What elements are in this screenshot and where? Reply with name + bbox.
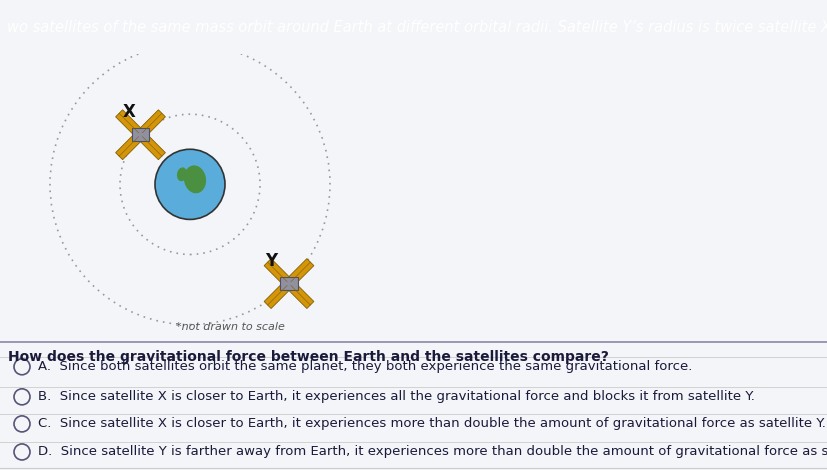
Text: Y: Y [265,251,277,269]
Polygon shape [287,258,313,285]
Polygon shape [264,282,290,308]
Text: *not drawn to scale: *not drawn to scale [175,321,284,332]
Ellipse shape [176,195,194,204]
Polygon shape [139,110,165,136]
Text: wo satellites of the same mass orbit around Earth at different orbital radii. Sa: wo satellites of the same mass orbit aro… [7,20,827,35]
Text: D.  Since satellite Y is farther away from Earth, it experiences more than doubl: D. Since satellite Y is farther away fro… [38,446,827,458]
FancyBboxPatch shape [280,277,298,290]
Polygon shape [116,133,142,160]
Circle shape [155,149,225,219]
Text: A.  Since both satellites orbit the same planet, they both experience the same g: A. Since both satellites orbit the same … [38,360,691,373]
FancyBboxPatch shape [131,128,149,141]
FancyBboxPatch shape [60,59,500,340]
Polygon shape [264,258,290,285]
Polygon shape [287,282,313,308]
Text: C.  Since satellite X is closer to Earth, it experiences more than double the am: C. Since satellite X is closer to Earth,… [38,417,825,431]
Text: X: X [122,103,136,121]
Text: How does the gravitational force between Earth and the satellites compare?: How does the gravitational force between… [8,350,608,364]
Ellipse shape [177,167,187,181]
Ellipse shape [184,165,206,193]
Polygon shape [116,110,142,136]
Text: B.  Since satellite X is closer to Earth, it experiences all the gravitational f: B. Since satellite X is closer to Earth,… [38,390,754,403]
Polygon shape [139,133,165,160]
